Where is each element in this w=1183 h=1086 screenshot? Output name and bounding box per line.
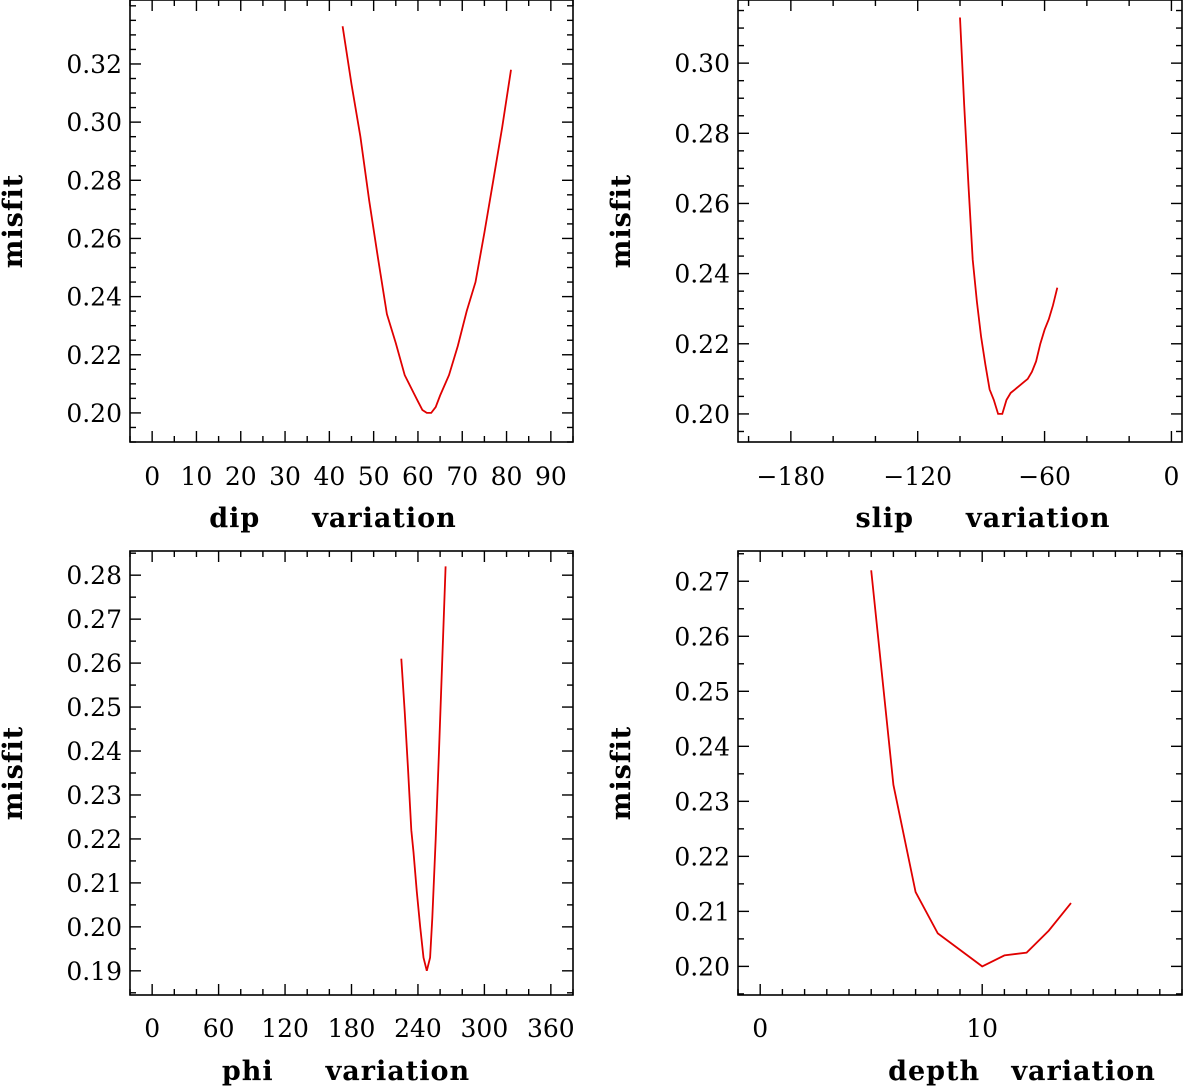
series-line-slip [959,17,1059,415]
x-tick-label-10: 10 [181,462,213,491]
y-tick-label-0-26: 0.26 [674,622,730,651]
y-tick-label-0-22: 0.22 [674,842,730,871]
x-tick-label-30: 30 [269,462,301,491]
y-tick-label-0-21: 0.21 [674,897,730,926]
x-tick-label-20: 20 [225,462,257,491]
x-tick-label-10: 10 [966,1014,998,1043]
x-tick-label-0: 0 [144,462,160,491]
y-tick-label-0-20: 0.20 [66,399,122,428]
x-tick-label-70: 70 [446,462,478,491]
x-tick-label-300: 300 [461,1014,509,1043]
x-axis-title: phi variation [222,1056,470,1086]
y-tick-label-0-26: 0.26 [66,224,122,253]
x-axis-title: slip variation [855,503,1110,534]
plot-frame [129,0,574,443]
x-axis-title: dip variation [209,503,457,534]
series-line-depth [870,570,1072,968]
chart-panel-phi: 0 60 120 180 240 300 360 0.19 0.20 0.21 0.22 0.23 0.… [0,550,575,1086]
y-tick-label-0-24: 0.24 [674,732,730,761]
chart-panel-depth: 0 10 0.20 0.21 0.22 0.23 0.24 0.25 0.26 0.27 depth… [606,550,1183,1086]
x-tick-label-80: 80 [491,462,523,491]
y-tick-label-0-27: 0.27 [66,605,122,634]
y-tick-label-0-26: 0.26 [674,189,730,218]
y-tick-label-0-27: 0.27 [674,567,730,596]
series-line-dip [341,26,512,414]
y-tick-label-0-30: 0.30 [66,108,122,137]
x-tick-label-60: 60 [203,1014,235,1043]
y-tick-label-0-28: 0.28 [674,119,730,148]
x-tick-label-50: 50 [358,462,390,491]
x-tick-label-0: 0 [144,1014,160,1043]
x-tick-label-40: 40 [313,462,345,491]
y-tick-label-0-21: 0.21 [66,869,122,898]
y-tick-label-0-28: 0.28 [66,166,122,195]
x-tick-label-0: 0 [1163,462,1179,491]
y-tick-label-0-19: 0.19 [66,957,122,986]
chart-panel-slip: −180 −120 −60 0 0.20 0.22 0.24 0.26 0.28 0.30 slip… [606,0,1183,534]
plot-frame [737,550,1183,996]
x-tick-label-90: 90 [535,462,567,491]
y-tick-label-0-25: 0.25 [674,677,730,706]
y-tick-label-0-30: 0.30 [674,49,730,78]
x-tick-label--60: −60 [1018,462,1071,491]
x-tick-label-0: 0 [752,1014,768,1043]
chart-panel-dip: 0 10 20 30 40 50 60 70 80 90 0.20 0.22 0.24 0.26 0.28 0… [0,0,574,534]
y-tick-label-0-20: 0.20 [674,400,730,429]
y-tick-label-0-23: 0.23 [674,787,730,816]
y-tick-label-0-24: 0.24 [674,260,730,289]
y-tick-label-0-20: 0.20 [674,952,730,981]
x-tick-label-180: 180 [328,1014,376,1043]
y-tick-label-0-28: 0.28 [66,561,122,590]
y-tick-label-0-22: 0.22 [674,330,730,359]
y-axis-title: misfit [606,174,637,268]
x-tick-label--180: −180 [757,462,826,491]
plot-frame [737,0,1183,443]
y-tick-label-0-24: 0.24 [66,283,122,312]
series-line-phi [400,566,447,972]
x-tick-label-240: 240 [394,1014,442,1043]
x-tick-label-360: 360 [527,1014,575,1043]
y-axis-title: misfit [606,726,637,820]
y-tick-label-0-20: 0.20 [66,913,122,942]
y-tick-label-0-23: 0.23 [66,781,122,810]
y-tick-label-0-26: 0.26 [66,649,122,678]
y-tick-label-0-22: 0.22 [66,341,122,370]
y-axis-title: misfit [0,174,29,268]
y-tick-label-0-25: 0.25 [66,693,122,722]
x-tick-label-60: 60 [402,462,434,491]
x-axis-title: depth variation [888,1056,1156,1086]
x-tick-label-120: 120 [261,1014,309,1043]
y-axis-title: misfit [0,726,29,820]
y-tick-label-0-24: 0.24 [66,737,122,766]
x-tick-label--120: −120 [883,462,952,491]
y-tick-label-0-22: 0.22 [66,825,122,854]
y-tick-label-0-32: 0.32 [66,50,122,79]
plot-frame [129,550,574,996]
